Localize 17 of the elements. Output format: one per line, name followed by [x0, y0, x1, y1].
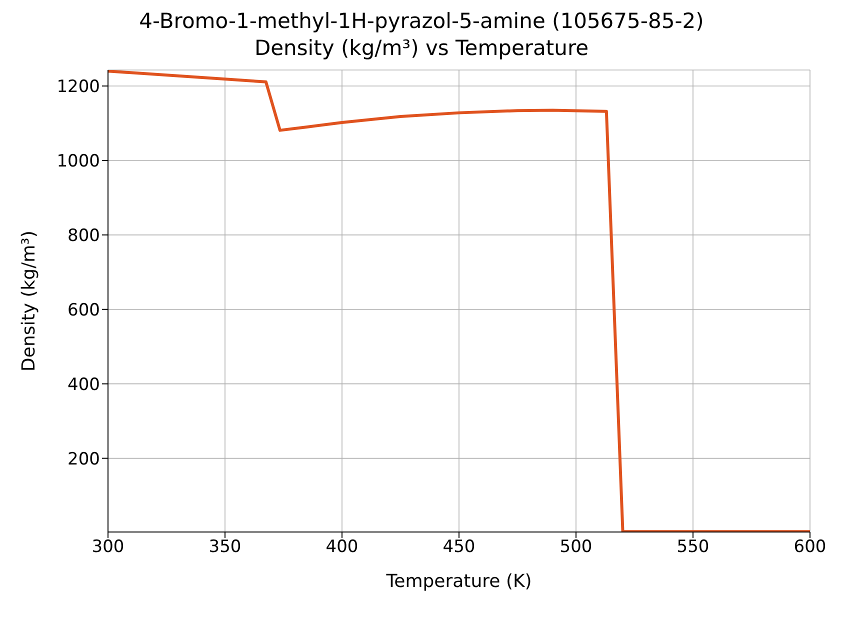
x-tick-label: 450	[442, 537, 476, 558]
x-tick-label: 600	[794, 537, 826, 558]
x-tick-label: 300	[92, 537, 124, 558]
y-tick-label: 800	[68, 226, 100, 246]
y-tick-label: 600	[68, 300, 100, 320]
y-axis-title: Density (kg/m³)	[18, 230, 40, 372]
x-axis-title: Temperature (K)	[385, 571, 532, 592]
x-tick-label: 400	[326, 537, 358, 558]
y-tick-label: 1000	[56, 152, 100, 172]
x-tick-label: 550	[676, 537, 710, 558]
x-tick-label: 350	[208, 537, 242, 558]
y-tick-label: 200	[68, 449, 100, 470]
chart-title: 4-Bromo-1-methyl-1H-pyrazol-5-amine (105675-85-2)	[138, 8, 705, 35]
y-tick-label: 400	[68, 374, 100, 395]
y-tick-label: 1200	[56, 77, 100, 98]
chart-subtitle: Density (kg/m³) vs Temperature	[253, 35, 590, 62]
x-tick-label: 500	[560, 537, 592, 558]
